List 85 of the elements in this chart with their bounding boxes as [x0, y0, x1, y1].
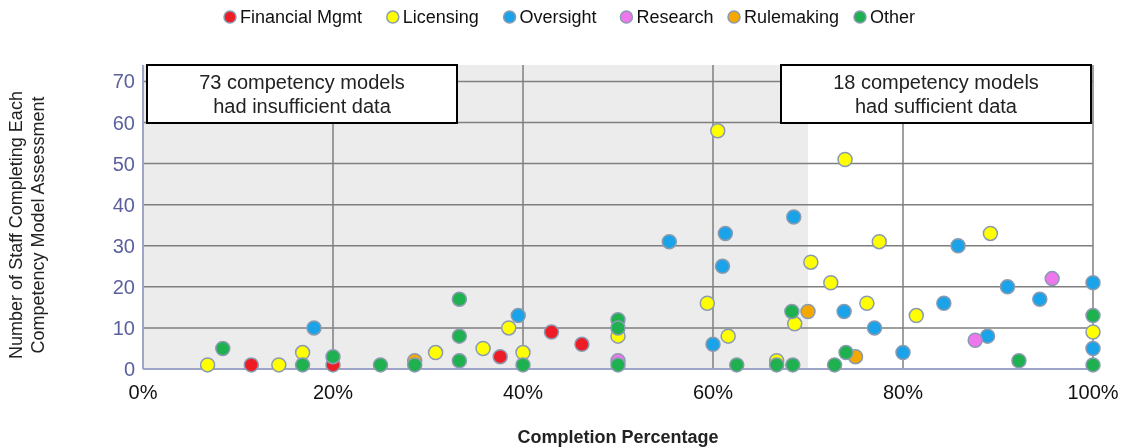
point — [859, 295, 875, 312]
point — [199, 357, 216, 373]
point — [372, 357, 389, 373]
point — [826, 357, 843, 373]
point — [475, 340, 491, 357]
point — [823, 274, 839, 291]
legend-label: Financial Mgmt — [240, 7, 363, 28]
point — [451, 353, 468, 369]
legend-label: Oversight — [519, 7, 597, 28]
point — [786, 316, 803, 332]
point — [406, 357, 423, 373]
y-axis-title: Number of Staff Completing Each Competency Model Assessment — [6, 91, 48, 359]
y-tick-label: 40 — [112, 193, 135, 216]
point — [717, 225, 734, 242]
point — [895, 344, 911, 361]
point — [1044, 270, 1060, 287]
point — [714, 258, 731, 275]
x-tick-label: 100% — [1067, 381, 1119, 403]
point — [908, 307, 925, 324]
point — [720, 328, 736, 344]
legend-label: Other — [870, 7, 916, 28]
point — [243, 357, 260, 373]
point — [785, 357, 801, 373]
y-tick-label: 70 — [112, 70, 135, 93]
point — [936, 295, 952, 312]
point — [866, 320, 883, 336]
point — [699, 295, 716, 312]
point — [768, 357, 785, 373]
point — [729, 357, 745, 373]
point — [501, 320, 517, 336]
legend-label: Research — [636, 7, 714, 28]
point — [838, 344, 854, 361]
point — [967, 332, 983, 348]
point — [543, 324, 560, 340]
point — [1032, 291, 1048, 307]
legend-label: Rulemaking — [744, 7, 840, 28]
point — [661, 233, 678, 250]
point — [574, 336, 590, 353]
point — [1085, 307, 1101, 324]
point — [1085, 274, 1101, 291]
point — [786, 209, 802, 225]
point — [271, 357, 287, 373]
annotation: 18 competency models had sufficient data — [833, 71, 1039, 117]
point — [982, 225, 999, 242]
point — [451, 328, 468, 344]
y-tick-label: 60 — [112, 111, 135, 134]
point — [492, 348, 508, 365]
point — [1085, 340, 1101, 357]
point — [215, 340, 231, 357]
point — [427, 344, 444, 361]
point — [515, 357, 531, 373]
point — [510, 307, 526, 324]
x-tick-label: 80% — [882, 381, 924, 403]
point — [451, 291, 468, 307]
point — [610, 320, 626, 336]
point — [836, 303, 852, 320]
point — [871, 233, 887, 250]
point — [999, 279, 1016, 295]
point — [294, 357, 311, 373]
point — [705, 336, 721, 353]
annotation: 73 competency models had insufficient data — [199, 71, 405, 117]
point — [1085, 357, 1101, 373]
point — [1085, 324, 1101, 340]
point — [979, 328, 996, 344]
point — [803, 254, 819, 270]
x-tick-label: 40% — [502, 381, 544, 403]
y-tick-label: 10 — [112, 316, 135, 339]
point — [610, 357, 626, 373]
point — [784, 303, 800, 320]
point — [306, 320, 322, 336]
x-axis-title: Completion Percentage — [517, 427, 719, 447]
point — [325, 348, 341, 365]
x-tick-label: 20% — [312, 381, 354, 403]
point — [710, 122, 726, 139]
x-tick-label: 60% — [692, 381, 734, 403]
y-tick-label: 20 — [112, 275, 135, 298]
x-tick-label: 0% — [128, 381, 158, 403]
point — [800, 303, 816, 320]
legend-label: Licensing — [402, 7, 479, 28]
point — [950, 238, 966, 254]
point — [837, 151, 853, 168]
y-tick-label: 50 — [112, 152, 135, 175]
y-tick-label: 0 — [123, 358, 135, 380]
point — [1011, 353, 1027, 369]
y-tick-label: 30 — [112, 234, 135, 257]
